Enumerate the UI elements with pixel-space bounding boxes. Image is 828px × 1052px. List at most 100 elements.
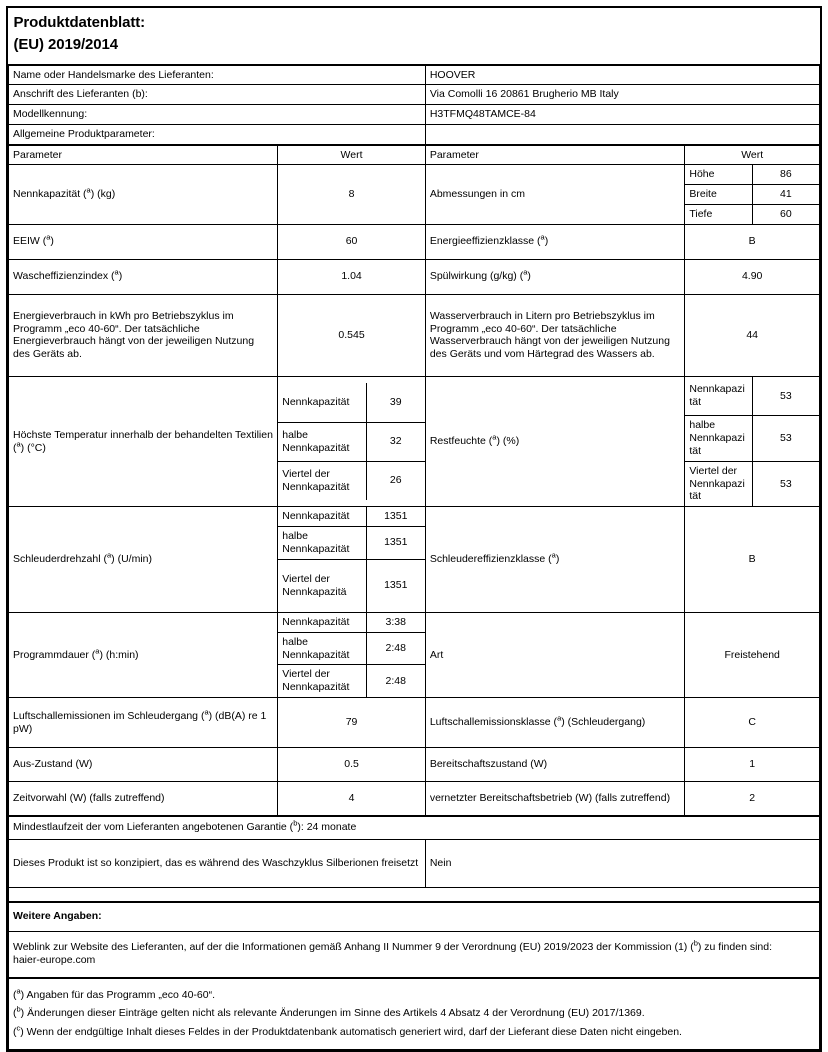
dimension-name: Tiefe [685, 204, 753, 224]
noise-class-value: C [684, 697, 820, 749]
subload-value: 1351 [384, 579, 408, 592]
off-mode-label: Aus-Zustand (W) [7, 747, 279, 783]
title-row: Produktdatenblatt: (EU) 2019/2014 [9, 8, 820, 65]
wash-efficiency-value: 1.04 [277, 258, 426, 295]
general-params-label: Allgemeine Produktparameter: [8, 123, 426, 146]
residual-moisture-subtable: Nennkapazität 53 halbe Nennkapazität 53 … [685, 376, 819, 507]
subload-name: halbe Nennkapazität [278, 632, 367, 666]
spin-speed-subtable-cell: Nennkapazität 1351 halbe Nennkapazität 1… [277, 506, 426, 614]
row-footnotes: (a) Angaben für das Programm „eco 40-60“… [8, 976, 820, 1051]
rated-capacity-label: Nennkapazität (a) (kg) [7, 164, 279, 225]
row-max-temperature: Höchste Temperatur innerhalb der behande… [7, 375, 820, 508]
networked-standby-label: vernetzter Bereitschaftsbetrieb (W) (fal… [424, 781, 686, 817]
footnote-marker: b [693, 938, 698, 948]
wash-efficiency-label: Wascheffizienzindex (a) [7, 258, 279, 295]
type-label: Art [424, 612, 686, 699]
off-mode-value: 0.5 [277, 747, 426, 783]
subload-name: Nennkapazität [278, 507, 367, 527]
column-header-row: Parameter Wert Parameter Wert [7, 143, 820, 166]
row-rated-capacity: Nennkapazität (a) (kg) 8 Abmessungen in … [7, 164, 820, 225]
silver-ions-label: Dieses Produkt ist so konzipiert, das es… [8, 839, 426, 889]
row-silver-ions: Dieses Produkt ist so konzipiert, das es… [8, 839, 821, 889]
subload-value: 2:48 [366, 632, 425, 666]
subload-value: 53 [752, 376, 819, 417]
row-delay-start: Zeitvorwahl (W) (falls zutreffend) 4 ver… [7, 781, 820, 817]
footnote-marker: a [557, 713, 562, 723]
subload-value: 1351 [366, 507, 425, 527]
max-temperature-subtable: Nennkapazität 39 halbe Nennkapazität 32 … [278, 383, 425, 501]
rated-capacity-value: 8 [277, 164, 426, 225]
row-noise-emissions: Luftschallemissionen im Schleudergang (a… [7, 697, 820, 749]
dimension-value: 86 [752, 165, 819, 186]
subload-value: 53 [779, 477, 792, 490]
row-weblink: Weblink zur Website des Lieferanten, auf… [8, 931, 820, 979]
row-off-mode: Aus-Zustand (W) 0.5 Bereitschaftszustand… [7, 747, 820, 783]
supplier-address-value: Via Comolli 16 20861 Brugherio MB Italy [424, 84, 821, 106]
subload-value: 32 [366, 422, 425, 462]
standby-label: Bereitschaftszustand (W) [424, 747, 686, 783]
noise-class-label: Luftschallemissionsklasse (a) (Schleuder… [424, 697, 686, 749]
supplier-address-label: Anschrift des Lieferanten (b): [8, 84, 426, 106]
spacer-cell [8, 887, 820, 903]
subload-name: Viertel der Nennkapazitä [278, 559, 367, 613]
further-info-heading: Weitere Angaben: [8, 900, 820, 933]
supplier-name-value: HOOVER [424, 63, 821, 86]
networked-standby-value: 2 [684, 781, 820, 817]
subload-name: Nennkapazität [685, 376, 753, 417]
spin-class-value: B [684, 506, 820, 614]
energy-class-label: Energieeffizienzklasse (a) [424, 223, 686, 260]
dimensions-table: Höhe 86 Breite 41 Tiefe 60 [685, 165, 819, 224]
footnote-marker: a [551, 550, 556, 560]
dimensions-cell: Höhe 86 Breite 41 Tiefe 60 [684, 164, 820, 225]
subload-row: Nennkapazität 1351 [278, 507, 425, 527]
subload-row: Viertel der Nennkapazität 2:48 [278, 664, 425, 698]
energy-consumption-value: 0.545 [277, 293, 426, 377]
eeiw-value: 60 [277, 223, 426, 260]
footnote-marker: a [95, 646, 100, 656]
weblink-cell: Weblink zur Website des Lieferanten, auf… [8, 931, 820, 979]
title-cell: Produktdatenblatt: (EU) 2019/2014 [9, 8, 820, 65]
subload-value: 1351 [366, 526, 425, 560]
footnote-marker: a [46, 232, 51, 242]
subload-value: 2:48 [385, 674, 406, 687]
supplier-name-row: Name oder Handelsmarke des Lieferanten: … [8, 63, 821, 86]
water-consumption-value: 44 [684, 293, 820, 377]
subload-row: Viertel der Nennkapazitä 1351 [278, 559, 425, 613]
dimension-row: Höhe 86 [685, 165, 819, 186]
title-line-1: Produktdatenblatt: [13, 14, 146, 31]
weblink-url[interactable]: haier-europe.com [13, 954, 96, 967]
datasheet-border: Produktdatenblatt: (EU) 2019/2014 Name o… [6, 6, 822, 1052]
spin-speed-subtable: Nennkapazität 1351 halbe Nennkapazität 1… [278, 507, 425, 613]
footnote-marker: a [16, 439, 21, 449]
subload-value: 3:38 [366, 613, 425, 633]
subload-value: 53 [752, 415, 819, 462]
dimension-name: Breite [685, 184, 753, 206]
footnotes-cell: (a) Angaben für das Programm „eco 40-60“… [8, 976, 820, 1051]
dimension-value: 41 [752, 184, 819, 206]
subload-row: Viertel der Nennkapazität 53 [685, 461, 819, 507]
max-temperature-label: Höchste Temperatur innerhalb der behande… [7, 375, 279, 508]
subload-name: Viertel der Nennkapazität [278, 664, 367, 698]
general-params-value [424, 123, 821, 146]
row-spin-speed: Schleuderdrehzahl (a) (U/min) Nennkapazi… [7, 506, 820, 614]
rinsing-value: 4.90 [684, 258, 820, 295]
model-row: Modellkennung: H3TFMQ48TAMCE-84 [8, 104, 821, 125]
silver-ions-value: Nein [424, 839, 821, 889]
footnote-item: (c) Wenn der endgültige Inhalt dieses Fe… [13, 1023, 682, 1039]
dimension-name: Höhe [685, 165, 753, 186]
spin-speed-label: Schleuderdrehzahl (a) (U/min) [7, 506, 279, 614]
warranty-text: Mindestlaufzeit der vom Lieferanten ange… [8, 814, 820, 841]
row-energy-water-consumption: Energieverbrauch in kWh pro Betriebszykl… [7, 293, 820, 377]
rinsing-label: Spülwirkung (g/kg) (a) [424, 258, 686, 295]
footnote-marker: a [114, 267, 119, 277]
subload-row: halbe Nennkapazität 1351 [278, 526, 425, 560]
program-duration-subtable: Nennkapazität 3:38 halbe Nennkapazität 2… [278, 613, 425, 698]
dimension-row: Breite 41 [685, 184, 819, 206]
subload-name: Nennkapazität [278, 383, 367, 423]
footnote-marker: a [204, 707, 209, 717]
program-duration-subtable-cell: Nennkapazität 3:38 halbe Nennkapazität 2… [277, 612, 426, 699]
noise-label: Luftschallemissionen im Schleudergang (a… [7, 697, 279, 749]
footnote-item: (a) Angaben für das Programm „eco 40-60“… [13, 986, 216, 1001]
dimension-value: 60 [779, 208, 792, 221]
energy-consumption-label: Energieverbrauch in kWh pro Betriebszykl… [7, 293, 279, 377]
